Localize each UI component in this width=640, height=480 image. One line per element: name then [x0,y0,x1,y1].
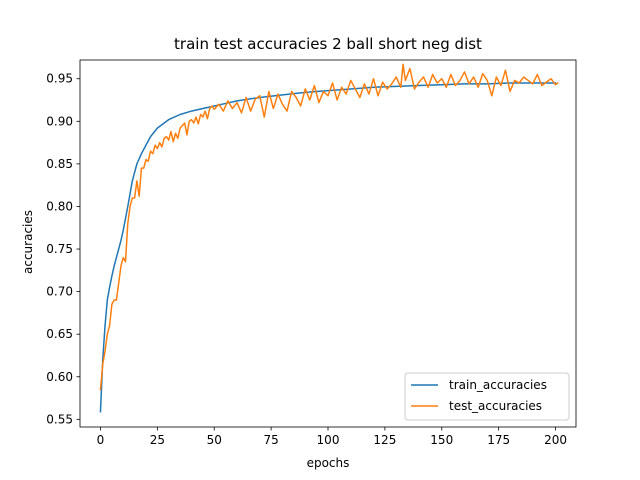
axes: 0 25 50 75 100 125 150 175 200 0.55 0.60 0.65 0.70 0.… [46,59,577,447]
y-tick-label: 0.70 [46,285,73,299]
legend-label-train-accuracies: train_accuracies [449,378,547,392]
y-tick-label: 0.85 [46,157,73,171]
x-tick-label: 100 [317,433,340,447]
y-tick-label: 0.95 [46,72,73,86]
series-line-train-accuracies [99,82,557,413]
legend-label-test-accuracies: test_accuracies [449,399,542,413]
x-tick-label: 125 [373,433,396,447]
legend: train_accuracies test_accuracies [404,372,570,421]
x-axis-label: epochs [307,456,350,470]
x-tick-label: 0 [97,433,105,447]
x-tick-label: 175 [487,433,510,447]
x-tick-label: 50 [207,433,222,447]
x-tick-label: 75 [263,433,278,447]
y-tick-label: 0.65 [46,327,73,341]
x-tick-label: 150 [430,433,453,447]
x-tick-label: 200 [544,433,567,447]
y-tick-label: 0.90 [46,114,73,128]
plot-area [99,63,559,413]
chart-title: train test accuracies 2 ball short neg d… [174,35,482,53]
legend-box [404,372,570,421]
y-tick-label: 0.55 [46,412,73,426]
series-line-test-accuracies [99,63,559,391]
y-tick-label: 0.75 [46,242,73,256]
y-tick-label: 0.60 [46,370,73,384]
y-tick-label: 0.80 [46,199,73,213]
y-axis-label: accuracies [21,210,35,274]
x-tick-label: 25 [150,433,165,447]
